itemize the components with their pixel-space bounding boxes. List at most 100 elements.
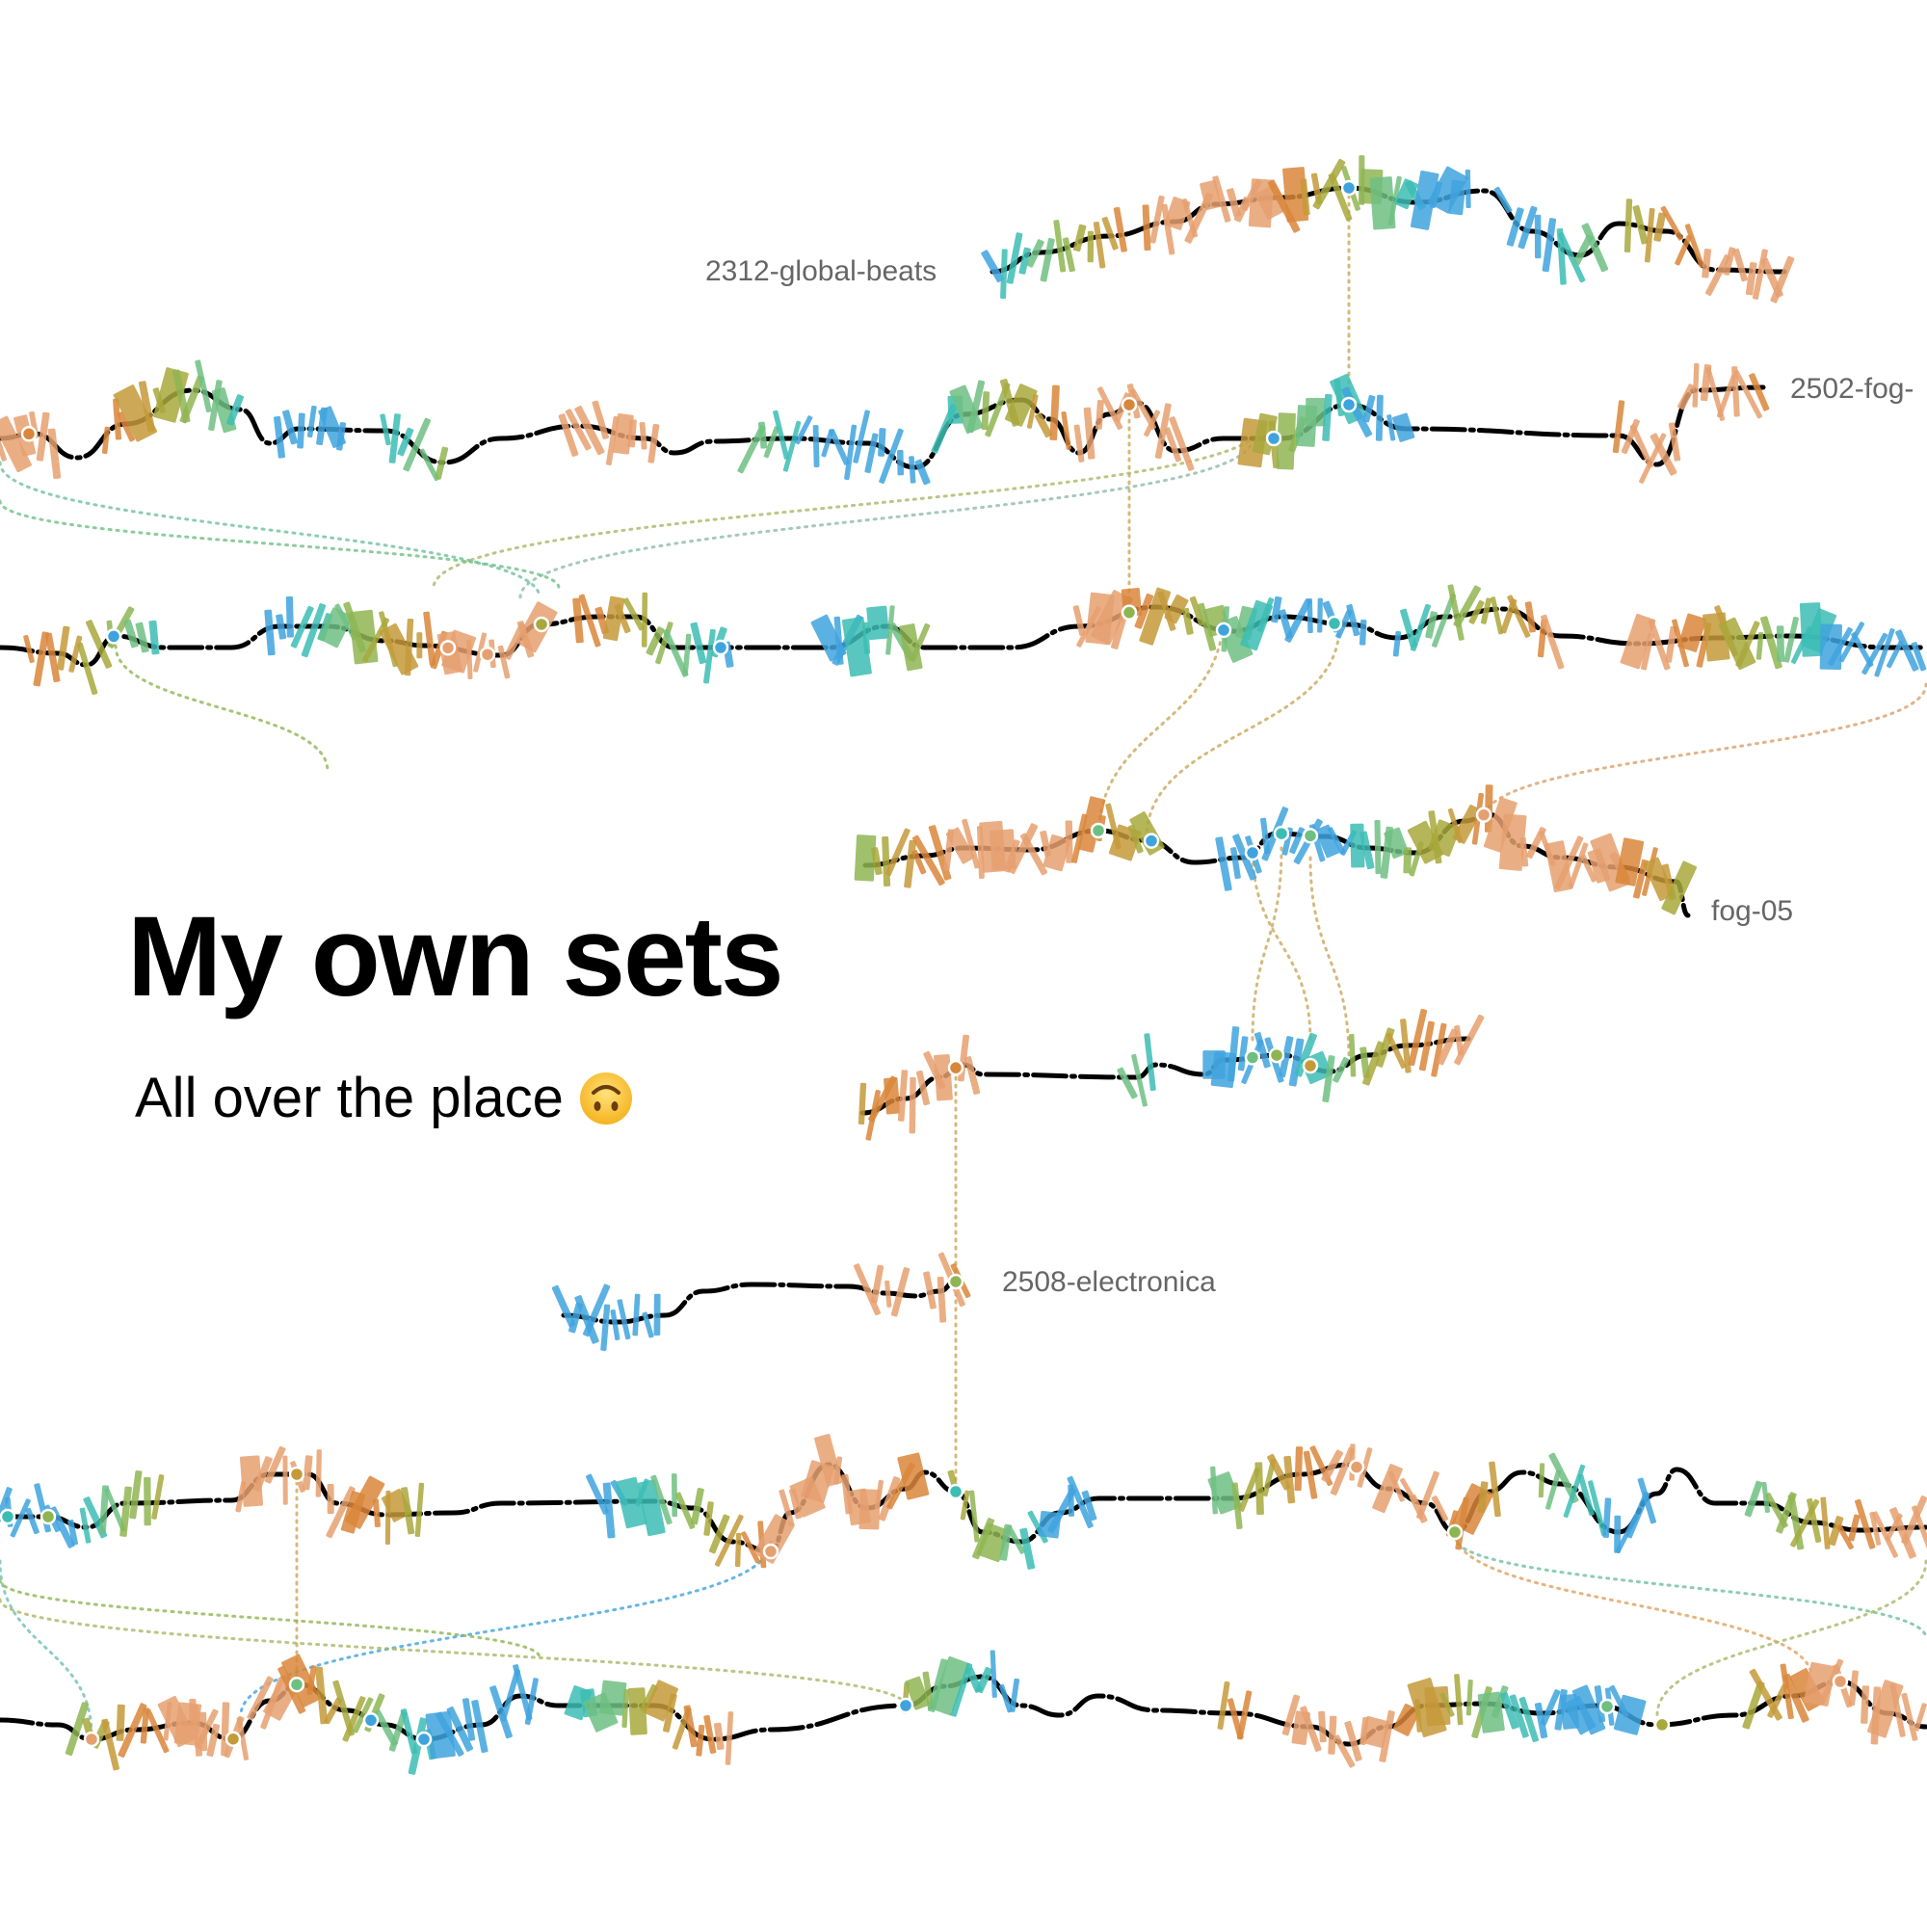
track-tick: [1072, 224, 1087, 252]
track-tick: [282, 1455, 288, 1505]
track-tick: [614, 603, 631, 634]
track-tick: [1723, 247, 1736, 276]
track-tick: [671, 1473, 678, 1518]
track-tick: [1587, 1480, 1607, 1536]
track-tick: [558, 413, 579, 457]
track-tick: [1006, 232, 1023, 284]
track-tick: [349, 609, 379, 665]
transition-node: [712, 639, 729, 656]
track-tick: [937, 1276, 947, 1323]
track-tick: [708, 1514, 730, 1554]
track-tick: [871, 847, 883, 876]
track-tick: [854, 834, 877, 882]
track-tick: [945, 827, 975, 864]
track-tick: [1068, 1484, 1075, 1517]
track-tick: [1026, 394, 1039, 429]
track-tick: [897, 1452, 930, 1500]
track-tick: [969, 1490, 980, 1543]
track-tick: [905, 1676, 931, 1710]
track-tick: [1718, 617, 1756, 671]
track-tick: [297, 412, 305, 449]
track-tick: [1861, 632, 1888, 675]
transition-node: [20, 426, 38, 442]
track-tick: [981, 391, 990, 431]
track-tick: [773, 410, 790, 460]
track-tick: [1053, 220, 1067, 273]
track-tick: [117, 411, 136, 442]
track-tick: [703, 628, 716, 684]
track-tick: [1333, 1056, 1350, 1083]
set-label-2502-fog[interactable]: 2502-fog-: [1790, 373, 1914, 405]
track-tick: [1506, 207, 1524, 247]
track-tick: [975, 1666, 993, 1694]
track-tick: [691, 1488, 704, 1525]
track-tick: [923, 1271, 937, 1310]
transition-node: [288, 1466, 305, 1483]
page-title: My own sets: [127, 893, 784, 1020]
track-tick: [1733, 370, 1762, 419]
track-tick: [1327, 827, 1346, 855]
track-tick: [1232, 834, 1257, 881]
track-tick: [1346, 603, 1360, 637]
track-tick: [1770, 255, 1795, 304]
track-tick: [1362, 1041, 1386, 1086]
track-tick: [1317, 597, 1323, 633]
track-tick: [714, 1514, 744, 1567]
track-tick: [1384, 827, 1410, 860]
track-tick: [1154, 403, 1172, 460]
track-tick: [1040, 237, 1055, 282]
track-tick: [148, 620, 160, 655]
set-label-electronica[interactable]: 2508-electronica: [1002, 1266, 1216, 1298]
track-tick: [1009, 1678, 1020, 1712]
track-tick: [1836, 1523, 1854, 1550]
track-tick: [878, 428, 886, 457]
track-tick: [67, 1519, 79, 1546]
track-tick: [1095, 399, 1104, 430]
track-tick: [602, 1482, 616, 1539]
track-tick: [1019, 833, 1048, 876]
track-tick: [1755, 631, 1764, 660]
track-tick: [1454, 1014, 1485, 1066]
track-tick: [1629, 424, 1654, 468]
track-tick: [1534, 214, 1542, 259]
track-tick: [1134, 593, 1154, 629]
track-tick: [419, 448, 440, 482]
track-tick: [79, 1507, 92, 1544]
track-tick: [1212, 175, 1231, 223]
track-tick: [290, 605, 314, 648]
track-tick: [380, 413, 391, 446]
track-tick: [911, 849, 927, 875]
track-tick: [1271, 595, 1282, 623]
track-tick: [1548, 1452, 1579, 1504]
track-tick: [1217, 1681, 1230, 1730]
track-tick: [1049, 384, 1060, 441]
set-label-fog-05[interactable]: fog-05: [1711, 895, 1793, 927]
track-tick: [1276, 412, 1296, 470]
track-tick: [1901, 1692, 1918, 1741]
transition-node: [1326, 615, 1343, 632]
track-tick: [273, 415, 286, 459]
track-tick: [1431, 1495, 1449, 1522]
track-tick: [85, 620, 113, 669]
track-tick: [885, 605, 895, 655]
track-tick: [909, 1076, 916, 1134]
track-tick: [1359, 1715, 1390, 1749]
track-tick: [374, 1709, 399, 1747]
set-label-global-beats[interactable]: 2312-global-beats: [705, 255, 937, 287]
track-tick: [682, 633, 692, 675]
track-tick: [662, 628, 689, 677]
track-tick: [883, 1077, 901, 1115]
track-tick: [400, 1708, 418, 1755]
transition-node: [1348, 1459, 1365, 1475]
track-tick: [1067, 1475, 1094, 1528]
transition-node: [1302, 1057, 1319, 1074]
track-tick: [1716, 374, 1736, 418]
track-tick: [1254, 1032, 1271, 1069]
track-tick: [878, 1476, 901, 1522]
track-tick: [206, 1723, 221, 1758]
track-tick: [1091, 590, 1133, 646]
track-tick: [690, 622, 707, 665]
track-tick: [1357, 1447, 1373, 1488]
track-tick: [135, 622, 149, 653]
